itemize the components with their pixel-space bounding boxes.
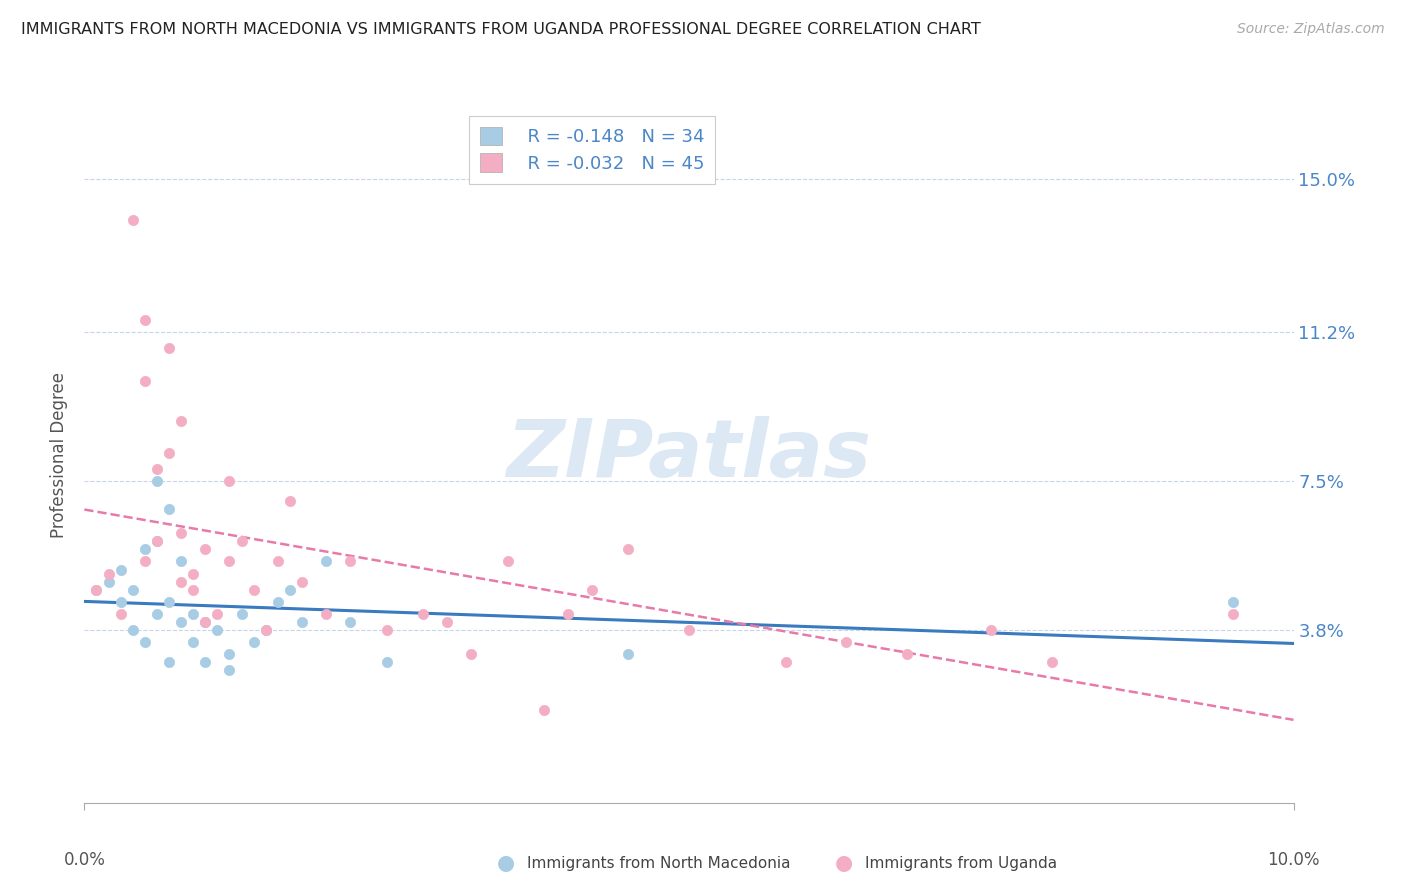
Text: ●: ● xyxy=(835,854,852,873)
Point xyxy=(121,623,143,637)
Point xyxy=(412,607,434,621)
Point xyxy=(110,607,132,621)
Point xyxy=(254,623,277,637)
Point xyxy=(181,607,204,621)
Point xyxy=(97,566,120,581)
Point xyxy=(146,534,169,549)
Point xyxy=(375,623,398,637)
Point xyxy=(86,582,108,597)
Point xyxy=(835,635,858,649)
Point xyxy=(134,313,156,327)
Point xyxy=(218,647,240,661)
Text: IMMIGRANTS FROM NORTH MACEDONIA VS IMMIGRANTS FROM UGANDA PROFESSIONAL DEGREE CO: IMMIGRANTS FROM NORTH MACEDONIA VS IMMIG… xyxy=(21,22,981,37)
Point xyxy=(121,582,143,597)
Point xyxy=(110,595,132,609)
Point xyxy=(291,574,314,589)
Point xyxy=(315,607,337,621)
Point xyxy=(678,623,700,637)
Text: Immigrants from Uganda: Immigrants from Uganda xyxy=(865,856,1057,871)
Y-axis label: Professional Degree: Professional Degree xyxy=(51,372,69,538)
Point xyxy=(460,647,482,661)
Text: ●: ● xyxy=(498,854,515,873)
Point xyxy=(157,595,180,609)
Point xyxy=(231,534,253,549)
Point xyxy=(242,582,264,597)
Point xyxy=(231,607,253,621)
Point xyxy=(278,494,301,508)
Point xyxy=(97,574,120,589)
Legend:   R = -0.148   N = 34,   R = -0.032   N = 45: R = -0.148 N = 34, R = -0.032 N = 45 xyxy=(470,116,716,184)
Point xyxy=(315,554,337,568)
Point xyxy=(218,474,240,488)
Point xyxy=(617,542,640,557)
Point xyxy=(278,582,301,597)
Point xyxy=(134,554,156,568)
Point xyxy=(170,615,193,629)
Text: Immigrants from North Macedonia: Immigrants from North Macedonia xyxy=(527,856,790,871)
Point xyxy=(254,623,277,637)
Point xyxy=(775,655,797,669)
Point xyxy=(291,615,314,629)
Point xyxy=(1222,595,1244,609)
Point xyxy=(557,607,579,621)
Point xyxy=(1222,607,1244,621)
Point xyxy=(146,607,169,621)
Text: 10.0%: 10.0% xyxy=(1267,851,1320,869)
Point xyxy=(157,655,180,669)
Point xyxy=(207,623,229,637)
Point xyxy=(157,502,180,516)
Point xyxy=(980,623,1002,637)
Point xyxy=(157,342,180,356)
Point xyxy=(581,582,603,597)
Point xyxy=(339,615,361,629)
Point xyxy=(181,582,204,597)
Point xyxy=(267,554,290,568)
Point xyxy=(134,542,156,557)
Point xyxy=(194,655,217,669)
Point xyxy=(1040,655,1063,669)
Point xyxy=(146,462,169,476)
Point xyxy=(375,655,398,669)
Point xyxy=(181,635,204,649)
Point xyxy=(146,474,169,488)
Point xyxy=(170,526,193,541)
Point xyxy=(157,446,180,460)
Text: 0.0%: 0.0% xyxy=(63,851,105,869)
Point xyxy=(617,647,640,661)
Point xyxy=(242,635,264,649)
Point xyxy=(121,212,143,227)
Point xyxy=(134,635,156,649)
Point xyxy=(110,562,132,576)
Point xyxy=(896,647,918,661)
Point xyxy=(436,615,458,629)
Point xyxy=(339,554,361,568)
Text: Source: ZipAtlas.com: Source: ZipAtlas.com xyxy=(1237,22,1385,37)
Point xyxy=(181,566,204,581)
Point xyxy=(533,703,555,717)
Point xyxy=(86,582,108,597)
Point xyxy=(134,374,156,388)
Point xyxy=(194,542,217,557)
Point xyxy=(194,615,217,629)
Point xyxy=(218,554,240,568)
Point xyxy=(170,574,193,589)
Point xyxy=(218,663,240,677)
Text: ZIPatlas: ZIPatlas xyxy=(506,416,872,494)
Point xyxy=(146,534,169,549)
Point xyxy=(170,554,193,568)
Point xyxy=(170,414,193,428)
Point xyxy=(496,554,519,568)
Point xyxy=(207,607,229,621)
Point xyxy=(267,595,290,609)
Point xyxy=(194,615,217,629)
